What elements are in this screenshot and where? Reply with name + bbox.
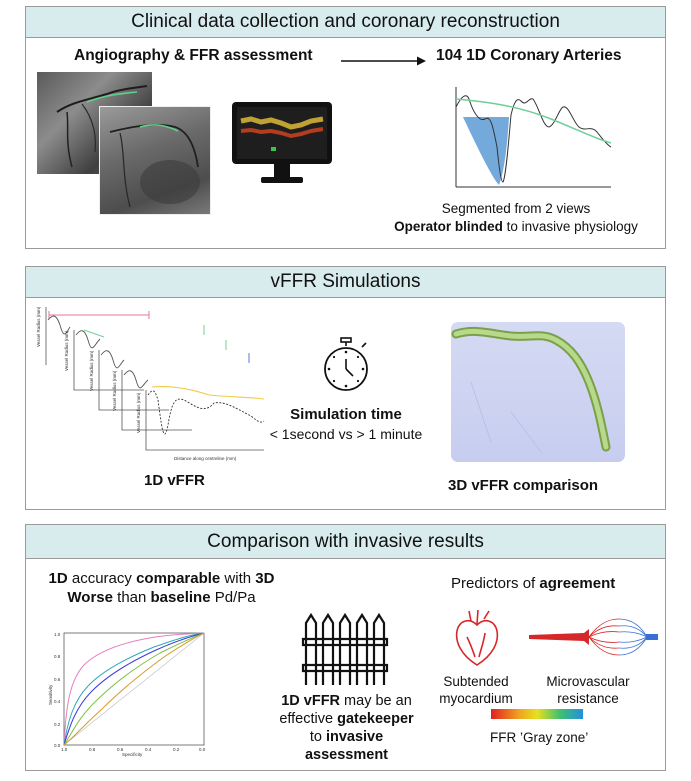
fence-gatekeeper-icon <box>301 612 389 685</box>
microvascular-icon <box>529 618 658 656</box>
angiography-heading: Angiography & FFR assessment <box>74 47 313 64</box>
panel-vffr-simulations-title: vFFR Simulations <box>26 267 665 298</box>
distance-axis-label: Distance along centreline (mm) <box>174 456 237 461</box>
heart-icon <box>455 609 499 666</box>
vessel-radius-label-5: Vessel Radius (mm) <box>136 392 141 433</box>
roc-x-label: Specificity <box>122 752 143 757</box>
operator-blinded-text: Operator blinded <box>394 219 503 234</box>
roc-x-tick: 0.4 <box>145 747 152 752</box>
roc-x-tick: 0.6 <box>117 747 124 752</box>
label-1d-vffr: 1D vFFR <box>144 472 205 489</box>
simulation-time-title: Simulation time <box>290 406 402 423</box>
ffr-gray-zone-label: FFR ’Gray zone’ <box>490 730 589 745</box>
flow-arrow <box>341 56 426 66</box>
gatekeeper-statement: 1D vFFR may be an effective gatekeeper t… <box>279 693 414 763</box>
gray-zone-gradient-bar <box>491 709 583 719</box>
angiogram-image-2 <box>99 106 211 215</box>
simulation-time-subtitle: < 1second vs > 1 minute <box>269 426 423 442</box>
subtended-myocardium-label: Subtended myocardium <box>439 674 513 706</box>
vessel-radius-label-4: Vessel Radius (mm) <box>112 370 117 411</box>
stopwatch-icon <box>324 337 368 391</box>
vessel-radius-label-2: Vessel Radius (mm) <box>64 330 69 371</box>
segmentation-caption: Segmented from 2 views Operator blinded … <box>386 200 646 236</box>
roc-y-tick: 0.0 <box>54 743 61 748</box>
roc-x-tick: 1.0 <box>61 747 68 752</box>
roc-y-tick: 0.6 <box>54 677 61 682</box>
roc-x-tick: 0.0 <box>199 747 206 752</box>
3d-vessel-render <box>451 322 625 462</box>
roc-y-ticks: 1.0 0.8 0.6 0.4 0.2 0.0 <box>54 632 61 748</box>
roc-x-tick: 0.8 <box>89 747 96 752</box>
roc-y-tick: 1.0 <box>54 632 61 637</box>
panel-clinical-data-title: Clinical data collection and coronary re… <box>26 7 665 38</box>
panel-comparison-title: Comparison with invasive results <box>26 525 665 559</box>
panel-vffr-simulations: vFFR Simulations Vessel Radius (mm) Vess… <box>25 266 666 510</box>
accuracy-statement: 1D accuracy comparable with 3D Worse tha… <box>48 570 275 606</box>
panel-clinical-data: Clinical data collection and coronary re… <box>25 6 666 249</box>
vessel-radius-label-3: Vessel Radius (mm) <box>89 350 94 391</box>
roc-x-tick: 0.2 <box>173 747 180 752</box>
artery-profile-plot <box>455 87 612 188</box>
microvascular-resistance-label: Microvascular resistance <box>546 674 630 706</box>
segmentation-caption-line1: Segmented from 2 views <box>441 201 591 216</box>
roc-y-tick: 0.8 <box>54 654 61 659</box>
roc-x-ticks: 1.0 0.8 0.6 0.4 0.2 0.0 <box>61 747 206 752</box>
roc-y-tick: 0.4 <box>54 699 61 704</box>
label-3d-vffr-comparison: 3D vFFR comparison <box>448 477 599 494</box>
vessel-radius-label-1: Vessel Radius (mm) <box>36 306 41 347</box>
roc-y-tick: 0.2 <box>54 722 61 727</box>
roc-y-label: Sensitivity <box>48 684 53 705</box>
coronary-arteries-heading: 104 1D Coronary Arteries <box>436 47 622 64</box>
roc-curve-plot: 1.0 0.8 0.6 0.4 0.2 0.0 1.0 0.8 0.6 0.4 … <box>48 632 206 757</box>
predictors-heading: Predictors of agreement <box>451 575 616 592</box>
caption-rest-text: to invasive physiology <box>502 219 638 234</box>
stacked-1d-plots: Vessel Radius (mm) Vessel Radius (mm) Ve… <box>36 306 265 461</box>
panel-comparison: Comparison with invasive results 1D accu… <box>25 524 666 771</box>
ffr-monitor-icon <box>232 102 332 183</box>
